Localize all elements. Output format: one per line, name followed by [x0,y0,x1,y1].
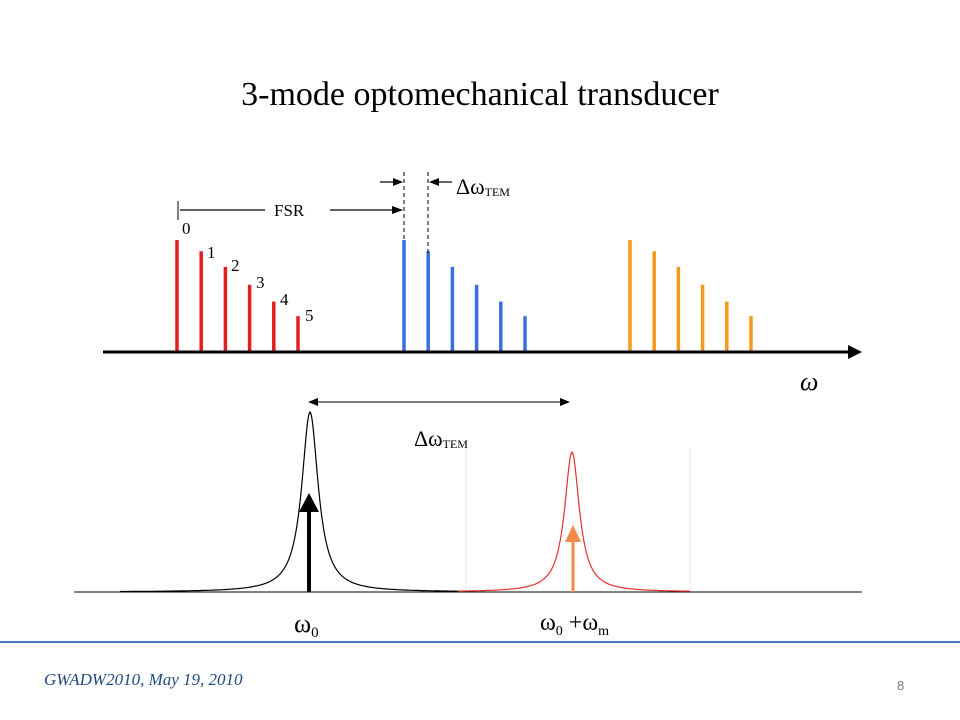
resonance-plot: ΔωTEM ω0 ω0 +ωm [74,398,862,640]
fsr-arrowhead [392,206,403,214]
omega-subscript: 0 [311,625,319,640]
mode-number-5: 5 [305,306,314,325]
plus-sign: + [563,610,583,636]
right-resonance-peak [458,450,690,592]
frequency-axis-arrowhead [848,345,862,359]
page-number: 8 [897,678,905,693]
sideband-arrow [565,525,581,592]
mode-number-labels: 0 1 2 3 4 5 [182,219,314,325]
diagram: ω 0 1 2 3 4 5 FSR ΔωTEM [74,172,862,640]
footer-rule [0,641,960,643]
mode-number-1: 1 [207,243,216,262]
omega-zero-plus-omega-m-label: ω0 +ωm [540,610,609,639]
delta-omega-symbol: Δω [414,426,443,451]
mode-bars [175,240,753,352]
fsr-label: FSR [274,201,305,220]
mode-number-3: 3 [256,273,265,292]
delta-arrow-right-head [429,178,439,186]
delta-omega-tem-top: ΔωTEM [380,172,510,255]
mode-spectrum: ω 0 1 2 3 4 5 FSR ΔωTEM [103,172,862,396]
footer-text: GWADW2010, May 19, 2010 [44,670,243,689]
delta-omega-tem-top-label: ΔωTEM [456,174,510,199]
left-resonance-peak [120,410,460,593]
delta-omega-subscript: TEM [443,437,469,451]
omega-zero-label: ω0 [294,609,319,640]
delta-omega-subscript: TEM [485,185,511,199]
delta-omega-symbol: Δω [456,174,485,199]
frequency-axis-label: ω [800,367,818,396]
omega-symbol: ω [294,609,311,638]
mode-number-2: 2 [231,256,240,275]
omega-subscript: m [598,624,609,639]
delta-omega-tem-bottom: ΔωTEM [308,398,570,451]
carrier-arrow [299,493,319,592]
omega-subscript: 0 [556,624,563,639]
omega-symbol: ω [540,610,556,636]
omega-symbol: ω [582,610,598,636]
fsr-dimension: FSR [177,201,403,220]
delta-arrow-left-head [393,178,403,186]
mode-number-4: 4 [280,290,289,309]
delta-omega-tem-bottom-label: ΔωTEM [414,426,468,451]
mode-number-0: 0 [182,219,191,238]
slide-title: 3-mode optomechanical transducer [241,76,719,113]
